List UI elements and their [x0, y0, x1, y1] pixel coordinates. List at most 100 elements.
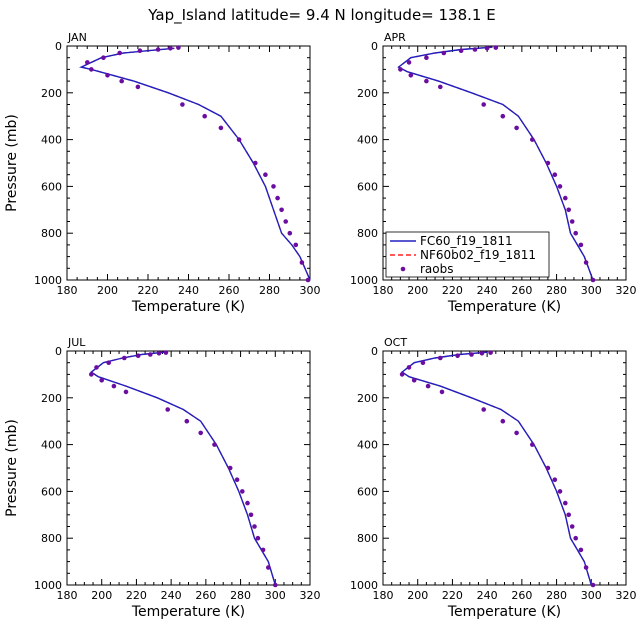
raobs-point [573, 230, 578, 236]
raobs-point [273, 582, 278, 588]
raobs-point [573, 535, 578, 541]
panel-month-label: JUL [67, 336, 86, 349]
raobs-point [583, 260, 589, 265]
raobs-point [557, 184, 563, 189]
raobs-point [472, 47, 478, 52]
raobs-point [156, 351, 162, 356]
raobs-point [99, 378, 104, 383]
raobs-point [305, 277, 311, 283]
raobs-point [275, 195, 280, 201]
raobs-point [266, 565, 271, 570]
raobs-point [578, 547, 584, 553]
raobs-point [271, 184, 276, 189]
raobs-point [398, 67, 403, 72]
panel-month-label: JAN [67, 31, 87, 44]
y-tick-label: 400 [357, 134, 378, 147]
y-tick-label: 800 [357, 532, 378, 545]
raobs-point [411, 378, 417, 383]
y-tick-label: 800 [41, 532, 62, 545]
raobs-point [111, 383, 117, 389]
raobs-point [299, 260, 305, 265]
panel-oct: 180 200 220 240 260 280 300 320 0 200 400 600 800 100… [350, 336, 637, 620]
x-axis-label: Temperature (K) [447, 299, 561, 315]
panel-month-label: OCT [384, 336, 407, 349]
raobs-point [420, 360, 426, 366]
x-tick-label: 220 [442, 589, 463, 602]
plot-frame [66, 45, 311, 281]
y-tick-label: 1000 [350, 274, 378, 287]
x-tick-label: 280 [546, 589, 567, 602]
raobs-point [424, 78, 429, 84]
series-fc60-line [400, 351, 592, 586]
raobs-point [481, 407, 487, 412]
raobs-point [399, 372, 405, 377]
plot-frame [66, 350, 311, 586]
raobs-point [563, 500, 568, 506]
y-tick-label: 800 [41, 227, 62, 240]
raobs-point [530, 442, 535, 447]
raobs-point [590, 277, 596, 283]
x-tick-label: 280 [259, 284, 280, 297]
raobs-point [89, 372, 94, 377]
raobs-point [117, 50, 122, 56]
y-tick-label: 200 [357, 392, 378, 405]
x-tick-label: 240 [178, 284, 199, 297]
x-tick-label: 220 [442, 284, 463, 297]
raobs-point [184, 418, 190, 424]
raobs-point [545, 160, 551, 166]
raobs-point [455, 353, 460, 359]
raobs-point [552, 477, 558, 483]
raobs-point [583, 565, 589, 570]
x-tick-label: 180 [57, 589, 78, 602]
x-tick-label: 260 [195, 589, 216, 602]
x-axis-label: Temperature (K) [131, 604, 245, 620]
raobs-point [514, 125, 519, 131]
raobs-point [566, 207, 571, 213]
legend-marker-raobs [400, 266, 406, 272]
raobs-point [500, 418, 506, 424]
legend-entry-label: FC60_f19_1811 [420, 234, 513, 248]
raobs-point [123, 389, 129, 395]
x-tick-label: 200 [97, 284, 118, 297]
raobs-point [122, 355, 127, 361]
series-fc60-line [90, 351, 276, 586]
raobs-point [569, 219, 575, 224]
raobs-point [137, 48, 143, 53]
raobs-point [514, 430, 519, 436]
y-tick-label: 600 [41, 180, 62, 193]
raobs-point [469, 352, 474, 357]
raobs-point [287, 230, 293, 236]
raobs-point [236, 137, 242, 142]
raobs-point [227, 465, 233, 471]
x-tick-label: 280 [546, 284, 567, 297]
raobs-point [94, 365, 99, 370]
raobs-point [438, 355, 443, 361]
y-tick-label: 800 [357, 227, 378, 240]
raobs-point [260, 547, 266, 553]
raobs-point [263, 172, 268, 177]
raobs-point [106, 360, 111, 366]
series-fc60-line [397, 46, 594, 281]
x-tick-label: 180 [373, 589, 394, 602]
raobs-point [488, 350, 493, 355]
x-tick-label: 200 [407, 589, 428, 602]
y-tick-label: 0 [371, 40, 378, 53]
x-tick-label: 300 [581, 284, 602, 297]
x-tick-label: 220 [126, 589, 147, 602]
raobs-point [248, 512, 254, 518]
raobs-point [253, 160, 258, 166]
raobs-point [212, 442, 217, 447]
raobs-point [545, 465, 551, 471]
raobs-point [458, 48, 464, 53]
x-tick-label: 240 [477, 284, 498, 297]
raobs-point [406, 365, 412, 370]
y-tick-label: 200 [357, 87, 378, 100]
x-tick-label: 300 [581, 589, 602, 602]
raobs-point [252, 524, 257, 529]
raobs-point [438, 84, 443, 90]
x-tick-label: 280 [230, 589, 251, 602]
raobs-point [439, 389, 445, 395]
raobs-point [481, 102, 487, 107]
series-nf60b02-line [400, 351, 592, 586]
